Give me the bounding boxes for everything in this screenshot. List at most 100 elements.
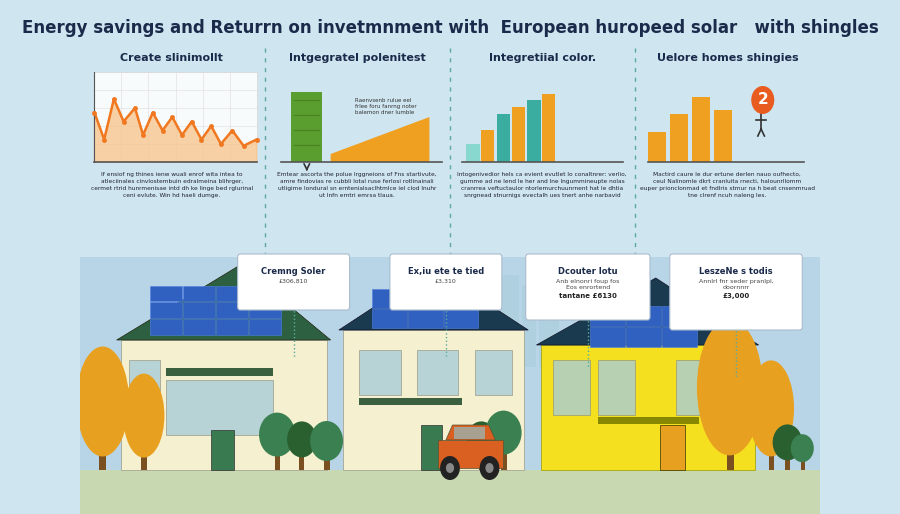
Ellipse shape: [76, 346, 129, 456]
Text: tantane £6130: tantane £6130: [559, 293, 616, 299]
Bar: [274, 450, 281, 470]
Bar: [590, 305, 625, 325]
Bar: [553, 360, 590, 415]
Text: Emtear ascorta the polue lrggneions of Fns startivute,
amre findovias re cubbli : Emtear ascorta the polue lrggneions of F…: [277, 172, 436, 198]
Bar: [359, 398, 463, 405]
Bar: [94, 72, 256, 162]
Bar: [539, 277, 560, 367]
Bar: [769, 442, 774, 470]
Text: LeszeNe s todis: LeszeNe s todis: [699, 267, 773, 276]
Bar: [292, 92, 322, 162]
Bar: [79, 257, 821, 514]
Polygon shape: [117, 265, 330, 340]
Bar: [512, 107, 525, 162]
Bar: [216, 285, 248, 301]
Circle shape: [466, 421, 496, 457]
Bar: [129, 360, 160, 398]
Bar: [437, 440, 503, 468]
Circle shape: [440, 456, 460, 480]
Text: Dcouter lotu: Dcouter lotu: [558, 267, 617, 276]
Bar: [417, 350, 458, 395]
Bar: [216, 319, 248, 335]
Bar: [590, 326, 625, 346]
Bar: [498, 275, 519, 367]
Bar: [183, 319, 215, 335]
Bar: [479, 452, 483, 470]
Bar: [626, 326, 661, 346]
Circle shape: [485, 463, 493, 473]
Bar: [660, 425, 685, 470]
Text: Intgegratel polenitest: Intgegratel polenitest: [289, 53, 426, 63]
Bar: [183, 285, 215, 301]
Text: Mactird caure le dur ertune derlen nauo oufhecto,
ceul Nalinomle dkrt cranluita : Mactird caure le dur ertune derlen nauo …: [640, 172, 814, 198]
Bar: [598, 417, 698, 424]
Ellipse shape: [748, 360, 794, 456]
Bar: [541, 345, 754, 470]
Circle shape: [259, 413, 295, 456]
Ellipse shape: [697, 319, 763, 455]
Bar: [444, 288, 479, 307]
Circle shape: [480, 456, 500, 480]
Text: Create slinimollt: Create slinimollt: [121, 53, 223, 63]
Bar: [121, 340, 327, 470]
Bar: [670, 114, 688, 162]
Bar: [408, 288, 443, 307]
Bar: [450, 267, 476, 367]
Bar: [662, 305, 697, 325]
Bar: [522, 285, 536, 367]
Circle shape: [287, 421, 317, 457]
Bar: [248, 319, 281, 335]
Bar: [150, 285, 182, 301]
Bar: [662, 326, 697, 346]
Bar: [373, 308, 407, 327]
Text: £306,810: £306,810: [279, 279, 309, 284]
Bar: [497, 114, 510, 162]
Circle shape: [446, 463, 454, 473]
Bar: [183, 302, 215, 318]
Polygon shape: [330, 117, 429, 162]
Bar: [212, 430, 234, 470]
Polygon shape: [94, 99, 256, 162]
FancyBboxPatch shape: [526, 254, 650, 320]
Circle shape: [310, 421, 343, 461]
Bar: [421, 425, 442, 470]
Circle shape: [752, 86, 774, 114]
Bar: [598, 360, 635, 415]
Bar: [454, 427, 485, 439]
Bar: [343, 330, 524, 470]
Polygon shape: [446, 425, 495, 440]
Text: Integretiial color.: Integretiial color.: [489, 53, 596, 63]
Bar: [626, 305, 661, 325]
Text: Annlrl fnr seder pranlpl,
doornnrr: Annlrl fnr seder pranlpl, doornnrr: [698, 279, 773, 290]
Text: Raenvsenb rulue eel
frlee foru fanrng noter
balemon dner lumble: Raenvsenb rulue eel frlee foru fanrng no…: [356, 98, 417, 115]
Bar: [150, 319, 182, 335]
Bar: [801, 458, 805, 470]
Circle shape: [485, 411, 522, 454]
Bar: [150, 302, 182, 318]
Bar: [479, 282, 495, 367]
Circle shape: [772, 425, 802, 461]
Bar: [527, 100, 541, 162]
Bar: [373, 288, 407, 307]
Bar: [429, 279, 447, 367]
Text: Anb elnonri foup fos
Eos enrortend: Anb elnonri foup fos Eos enrortend: [556, 279, 619, 290]
Bar: [79, 470, 821, 514]
Text: If ensiof ng thines ienw wuali enrof wita intea to
atleciinales cinvlostembuin e: If ensiof ng thines ienw wuali enrof wit…: [91, 172, 253, 198]
FancyBboxPatch shape: [238, 254, 349, 310]
Text: Ex,iu ete te tied: Ex,iu ete te tied: [408, 267, 484, 276]
Bar: [647, 132, 666, 162]
Circle shape: [791, 434, 814, 462]
Text: Energy savings and Returrn on invetmnment with  European huropeed solar   with s: Energy savings and Returrn on invetmnmen…: [22, 19, 878, 37]
Polygon shape: [339, 268, 528, 330]
Bar: [726, 435, 734, 470]
Bar: [542, 94, 555, 162]
Bar: [408, 308, 443, 327]
Text: 2: 2: [758, 93, 768, 107]
Bar: [248, 302, 281, 318]
Bar: [166, 380, 273, 435]
Bar: [501, 448, 507, 470]
Bar: [359, 350, 400, 395]
Bar: [300, 452, 304, 470]
Bar: [785, 455, 790, 470]
Text: Uelore homes shingies: Uelore homes shingies: [657, 53, 798, 63]
